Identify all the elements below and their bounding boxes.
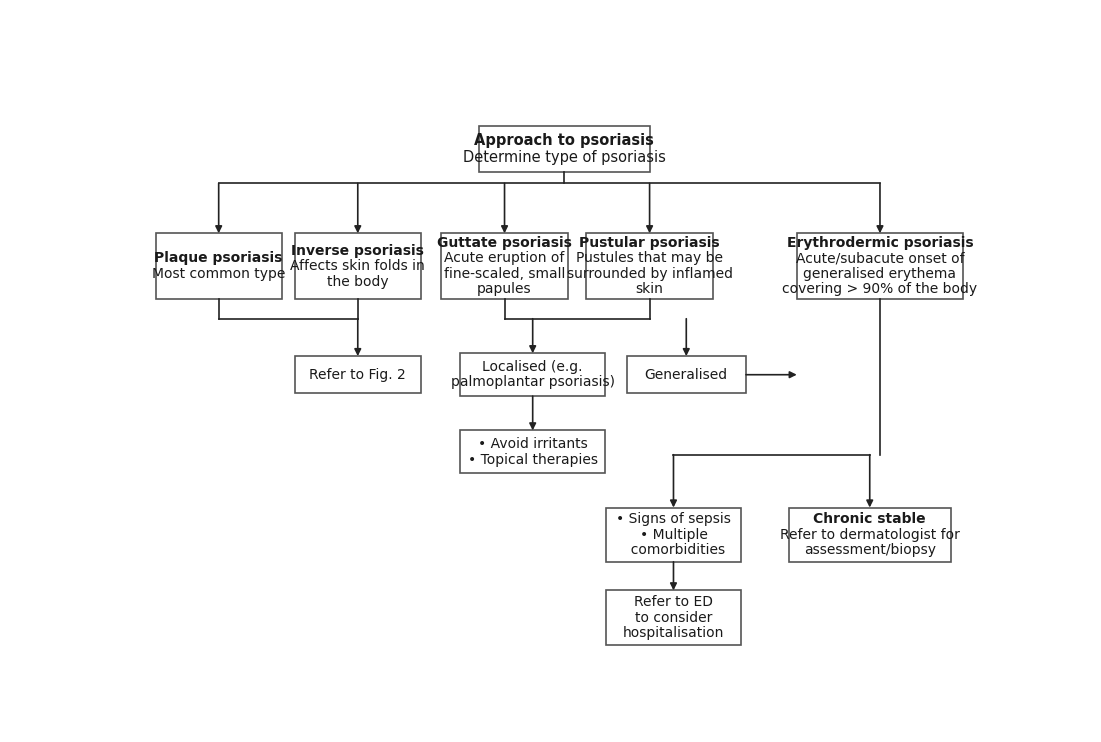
Text: • Avoid irritants: • Avoid irritants <box>478 437 588 451</box>
Text: Pustules that may be: Pustules that may be <box>576 252 723 266</box>
Text: Determine type of psoriasis: Determine type of psoriasis <box>462 150 666 165</box>
FancyBboxPatch shape <box>606 508 741 562</box>
FancyBboxPatch shape <box>479 126 650 172</box>
Text: the body: the body <box>327 275 389 289</box>
Text: skin: skin <box>635 283 664 296</box>
FancyBboxPatch shape <box>295 356 421 393</box>
FancyBboxPatch shape <box>797 233 963 299</box>
Text: Guttate psoriasis: Guttate psoriasis <box>437 236 573 250</box>
Text: Plaque psoriasis: Plaque psoriasis <box>154 252 283 266</box>
Text: Chronic stable: Chronic stable <box>814 512 926 526</box>
FancyBboxPatch shape <box>295 233 421 299</box>
Text: palmoplantar psoriasis): palmoplantar psoriasis) <box>450 375 614 390</box>
Text: Erythrodermic psoriasis: Erythrodermic psoriasis <box>786 236 973 250</box>
FancyBboxPatch shape <box>460 430 606 473</box>
Text: • Multiple: • Multiple <box>640 528 708 542</box>
Text: Most common type: Most common type <box>152 267 285 281</box>
Text: Refer to Fig. 2: Refer to Fig. 2 <box>309 368 406 381</box>
Text: papules: papules <box>477 283 532 296</box>
Text: Generalised: Generalised <box>645 368 728 381</box>
Text: • Signs of sepsis: • Signs of sepsis <box>617 512 731 526</box>
FancyBboxPatch shape <box>788 508 951 562</box>
Text: Inverse psoriasis: Inverse psoriasis <box>292 243 424 257</box>
Text: Refer to dermatologist for: Refer to dermatologist for <box>780 528 960 542</box>
Text: covering > 90% of the body: covering > 90% of the body <box>783 283 978 296</box>
Text: Refer to ED: Refer to ED <box>634 595 713 609</box>
Text: Acute/subacute onset of: Acute/subacute onset of <box>796 252 964 266</box>
FancyBboxPatch shape <box>626 356 746 393</box>
FancyBboxPatch shape <box>606 591 741 645</box>
Text: comorbidities: comorbidities <box>622 543 726 557</box>
Text: fine-scaled, small: fine-scaled, small <box>444 267 565 281</box>
FancyBboxPatch shape <box>587 233 712 299</box>
Text: hospitalisation: hospitalisation <box>623 626 724 640</box>
FancyBboxPatch shape <box>155 233 282 299</box>
FancyBboxPatch shape <box>460 353 606 396</box>
Text: Acute eruption of: Acute eruption of <box>445 252 565 266</box>
Text: assessment/biopsy: assessment/biopsy <box>804 543 936 557</box>
Text: • Topical therapies: • Topical therapies <box>468 453 598 467</box>
Text: to consider: to consider <box>635 611 712 625</box>
Text: Pustular psoriasis: Pustular psoriasis <box>579 236 720 250</box>
Text: Affects skin folds in: Affects skin folds in <box>291 259 425 273</box>
FancyBboxPatch shape <box>442 233 568 299</box>
Text: generalised erythema: generalised erythema <box>804 267 957 281</box>
Text: Localised (e.g.: Localised (e.g. <box>482 360 582 374</box>
Text: Approach to psoriasis: Approach to psoriasis <box>475 134 654 148</box>
Text: surrounded by inflamed: surrounded by inflamed <box>567 267 732 281</box>
